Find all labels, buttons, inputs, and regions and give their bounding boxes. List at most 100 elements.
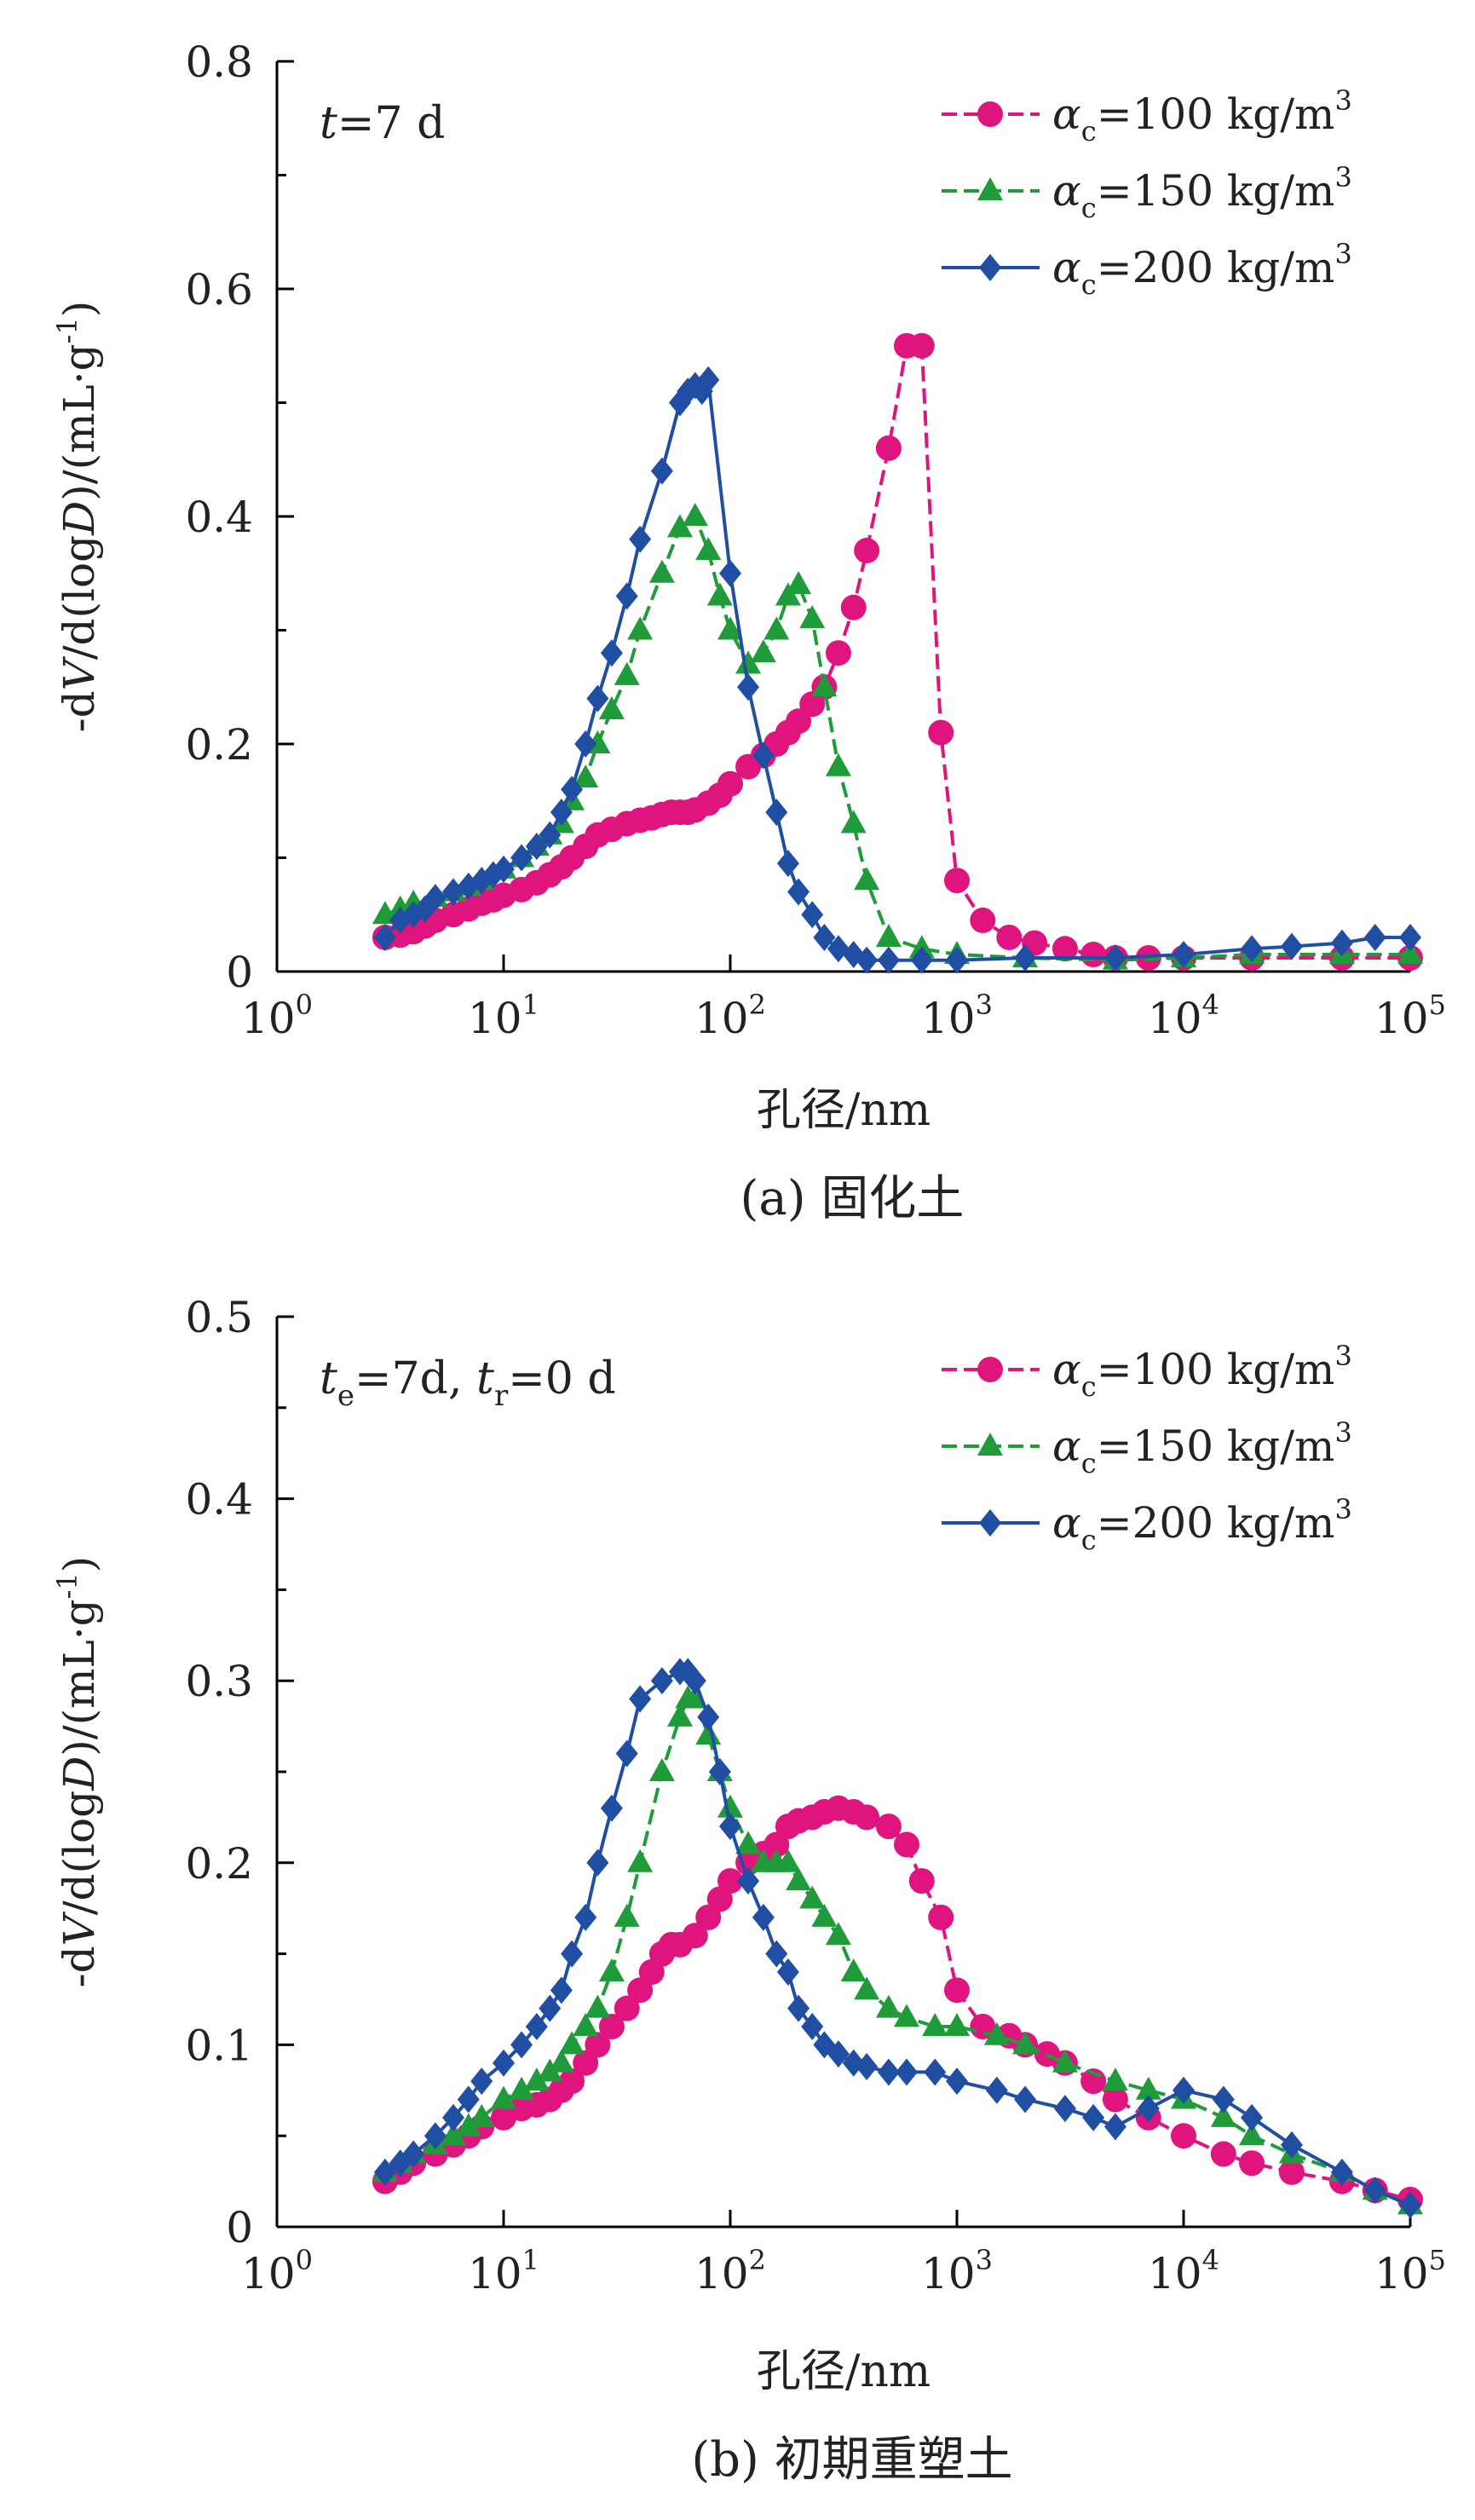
data-point: [1171, 2123, 1196, 2149]
data-point: [875, 1994, 902, 2018]
data-point: [470, 2067, 493, 2096]
panel-caption: (a) 固化土: [740, 1171, 965, 1226]
data-point: [840, 810, 867, 833]
data-point: [1082, 2103, 1105, 2131]
data-point: [786, 1867, 812, 1891]
data-point: [440, 2122, 466, 2146]
data-point: [537, 2058, 563, 2082]
data-point: [695, 537, 722, 561]
data-point: [811, 673, 838, 697]
x-tick-label: 102: [694, 989, 766, 1043]
data-point: [737, 1867, 760, 1895]
data-point: [717, 770, 743, 797]
data-point: [908, 1868, 935, 1894]
data-point: [875, 923, 902, 947]
data-point: [763, 1831, 790, 1858]
data-point: [1363, 923, 1386, 951]
data-point: [946, 2067, 968, 2096]
y-tick-label: 0.5: [185, 1293, 253, 1342]
data-point: [750, 639, 776, 663]
data-point: [1103, 2113, 1126, 2141]
data-point: [614, 1903, 640, 1927]
data-point: [1052, 936, 1078, 962]
data-point: [856, 2053, 879, 2081]
data-point: [1080, 941, 1107, 967]
data-point: [737, 673, 760, 701]
data-point: [1012, 2031, 1039, 2055]
series-line: [384, 343, 1410, 960]
data-point: [615, 1739, 638, 1767]
data-point: [441, 2103, 464, 2131]
y-tick-label: 0.8: [185, 37, 253, 87]
data-point: [983, 2021, 1010, 2045]
data-point: [825, 1922, 851, 1946]
data-point: [683, 1667, 706, 1695]
series-1: [372, 1795, 1423, 2212]
data-point: [666, 514, 693, 538]
data-point: [1173, 940, 1195, 968]
data-point: [854, 867, 880, 891]
data-point: [550, 799, 573, 827]
data-point: [1239, 2150, 1265, 2177]
data-point: [650, 457, 673, 485]
y-tick-label: 0: [226, 948, 253, 997]
data-point: [615, 582, 638, 610]
data-point: [682, 1923, 708, 1949]
data-point: [600, 1794, 623, 1822]
data-point: [1278, 2159, 1305, 2185]
legend-item-3: αc=200 kg/m3: [942, 1493, 1352, 1556]
series-1: [372, 332, 1423, 971]
data-point: [614, 1995, 640, 2021]
data-point: [985, 2076, 1008, 2104]
data-point: [910, 946, 933, 974]
data-point: [550, 1976, 573, 2004]
data-point: [585, 2032, 611, 2058]
data-point: [627, 1977, 654, 2004]
legend-marker: [977, 177, 1003, 200]
x-tick-label: 104: [1148, 989, 1219, 1043]
x-tick-label: 100: [241, 2244, 313, 2298]
data-point: [559, 2068, 585, 2095]
legend-item-2: αc=150 kg/m3: [942, 161, 1352, 224]
legend-label: αc=200 kg/m3: [1052, 238, 1352, 301]
data-point: [1330, 929, 1353, 957]
legend-item-2: αc=150 kg/m3: [942, 1416, 1352, 1479]
data-point: [1014, 943, 1037, 972]
data-point: [970, 907, 996, 933]
data-point: [1330, 2158, 1353, 2186]
data-point: [629, 1685, 652, 1713]
series-line: [383, 1697, 1411, 2207]
data-point: [493, 855, 515, 883]
data-point: [944, 2013, 970, 2037]
data-point: [893, 2004, 919, 2027]
panel-b: 0 0.1 0.2 0.3 0.4 0.5 100 101 102 103 104 105 孔径/nm -…: [51, 1293, 1446, 2488]
legend-item-1: αc=100 kg/m3: [942, 84, 1352, 147]
data-point: [648, 1758, 675, 1781]
data-point: [840, 594, 867, 620]
data-point: [908, 332, 935, 359]
data-point: [586, 684, 609, 712]
data-point: [695, 1904, 722, 1930]
data-point: [854, 1804, 880, 1831]
data-point: [1135, 2076, 1161, 2100]
data-point: [893, 1831, 919, 1858]
data-point: [1363, 2177, 1386, 2205]
data-point: [735, 1831, 762, 1854]
series-3: [373, 1658, 1421, 2219]
y-tick-label: 0.4: [185, 1475, 253, 1525]
series-2: [372, 1685, 1423, 2215]
legend-label: αc=150 kg/m3: [1052, 1416, 1352, 1479]
data-point: [600, 639, 623, 667]
x-tick-label: 103: [921, 989, 993, 1043]
data-point: [801, 2013, 824, 2041]
data-point: [1103, 943, 1126, 972]
data-point: [525, 2013, 548, 2041]
data-point: [928, 1904, 954, 1930]
y-tick-label: 0.4: [185, 493, 253, 542]
data-point: [717, 1794, 743, 1818]
y-tick-label: 0.6: [185, 265, 253, 314]
data-point: [763, 616, 790, 640]
y-axis-label: -dV/d(logD)/(mL·g-1): [51, 301, 104, 733]
data-point: [666, 1703, 693, 1727]
